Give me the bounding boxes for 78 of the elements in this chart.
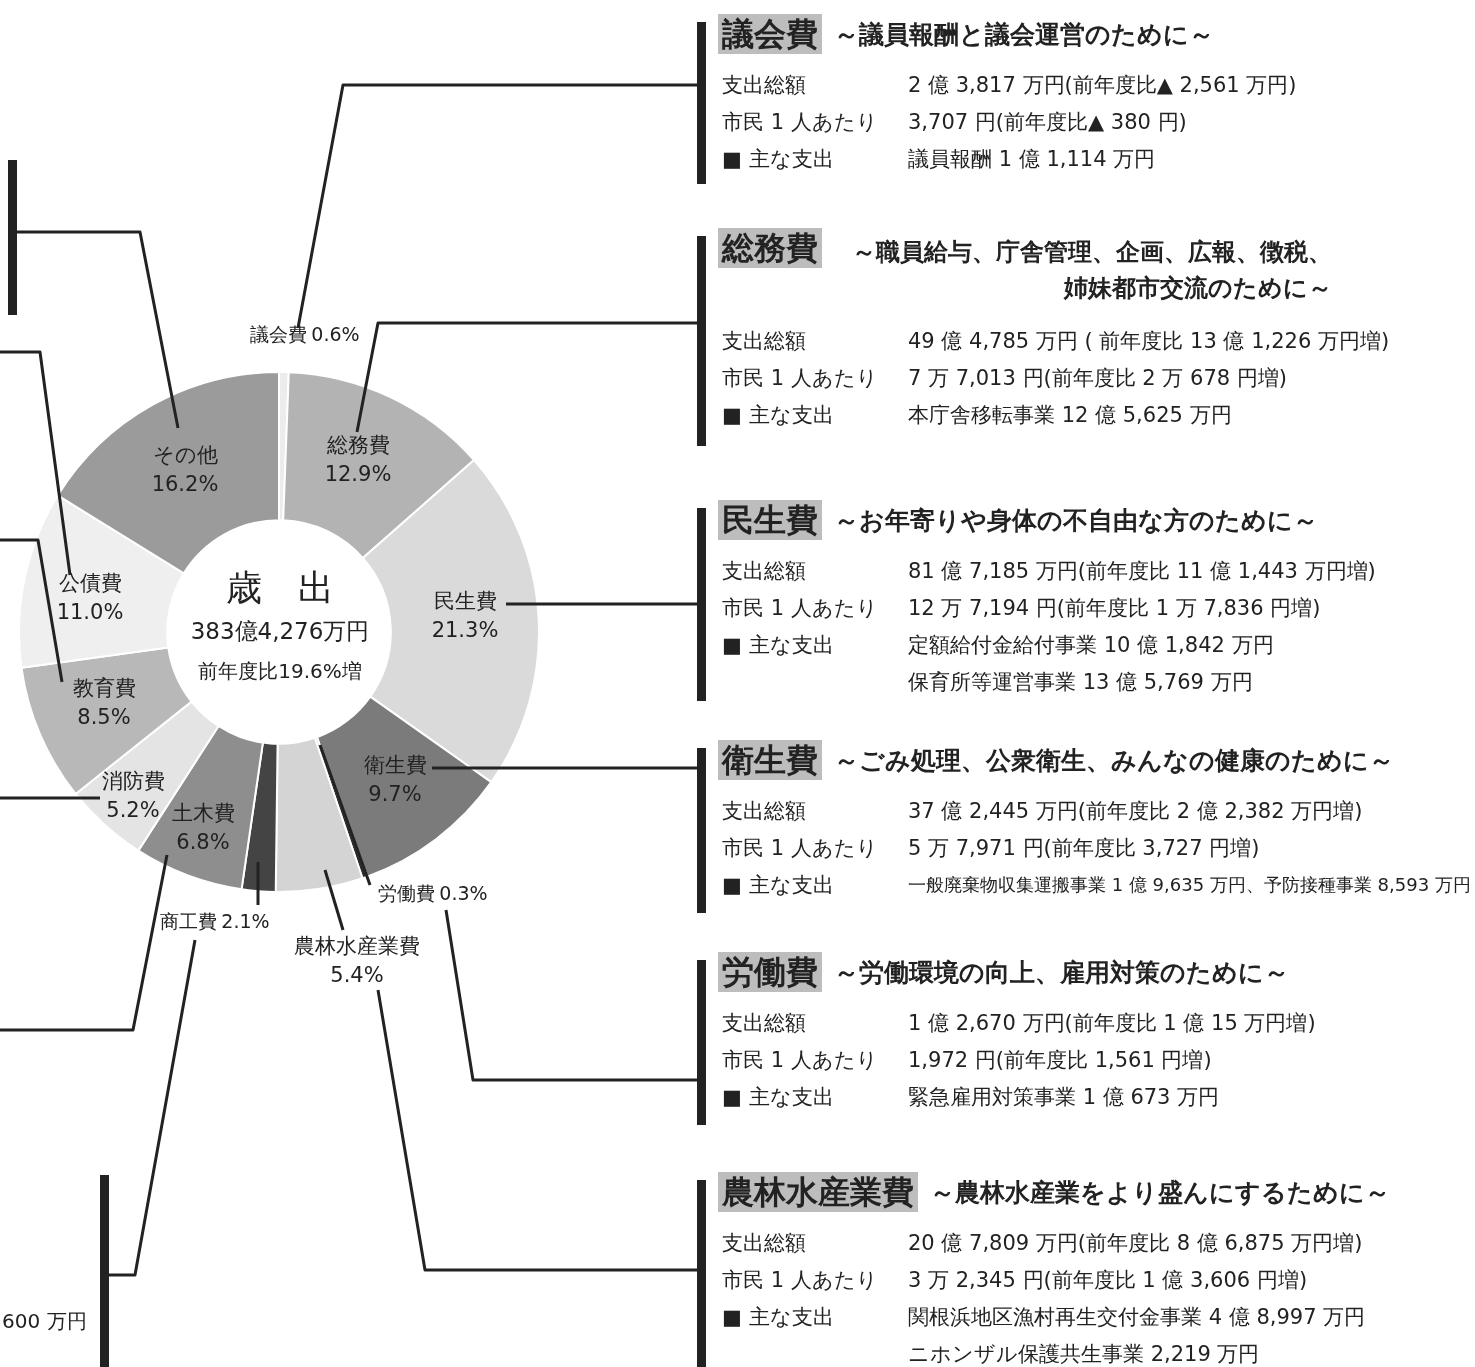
slice-label: 総務費: [325, 433, 390, 458]
text: ～ごみ処理、公衆衛生、みんなの健康のために～: [834, 746, 1394, 776]
slice-label: 教育費: [72, 676, 136, 701]
data-label: 8.5%: [77, 705, 131, 730]
text: ■ 主な支出: [722, 146, 834, 172]
text: 1 億 2,670 万円(前年度比 1 億 15 万円増): [908, 1010, 1316, 1036]
text: 20 億 7,809 万円(前年度比 8 億 6,875 万円増): [908, 1230, 1363, 1256]
data-label: 9.7%: [368, 782, 422, 807]
data-label: 2.1%: [221, 909, 270, 932]
text: 市民 1 人あたり: [722, 1267, 878, 1293]
slice-label: 土木費: [171, 801, 235, 826]
text: 保育所等運営事業 13 億 5,769 万円: [908, 669, 1253, 695]
text: 民生費: [718, 500, 822, 540]
slice-label: 議会費: [250, 322, 308, 345]
text: 7 万 7,013 円(前年度比 2 万 678 円増): [908, 365, 1288, 391]
data-label: 5.2%: [106, 798, 160, 823]
text: 支出総額: [722, 558, 806, 584]
data-label: 16.2%: [151, 472, 219, 497]
text: 2 億 3,817 万円(前年度比▲ 2,561 万円): [908, 72, 1297, 98]
text: 議会費: [718, 14, 822, 54]
text: 49 億 4,785 万円 ( 前年度比 13 億 1,226 万円増): [908, 328, 1390, 354]
text: 一般廃棄物収集運搬事業 1 億 9,635 万円、予防接種事業 8,593 万円: [908, 873, 1471, 897]
text: 600 万円: [2, 1308, 87, 1334]
data-label: 0.6%: [311, 322, 360, 345]
text: 支出総額: [722, 328, 806, 354]
data-label: 0.3%: [439, 881, 488, 904]
text: 5 万 7,971 円(前年度比 3,727 円増): [908, 835, 1260, 861]
text: ■ 主な支出: [722, 1084, 834, 1110]
text: 市民 1 人あたり: [722, 595, 878, 621]
text: ～職員給与、庁舎管理、企画、広報、徴税、姉妹都市交流のために～: [851, 237, 1332, 304]
text: ～労働環境の向上、雇用対策のために～: [834, 958, 1289, 988]
text: 労働費: [718, 952, 822, 992]
text: 市民 1 人あたり: [722, 109, 878, 135]
text: ■ 主な支出: [722, 1304, 834, 1330]
text: ～お年寄りや身体の不自由な方のために～: [834, 506, 1318, 536]
slice-label: その他: [152, 443, 218, 468]
text: 農林水産業費: [718, 1172, 918, 1212]
text: 81 億 7,185 万円(前年度比 11 億 1,443 万円増): [908, 558, 1376, 584]
text: 3 万 2,345 円(前年度比 1 億 3,606 円増): [908, 1267, 1308, 1293]
text: ■ 主な支出: [722, 872, 834, 898]
text: 支出総額: [722, 72, 806, 98]
slice-label: 農林水産業費: [294, 934, 420, 959]
text: ～農林水産業をより盛んにするために～: [930, 1178, 1390, 1208]
data-label: 12.9%: [324, 462, 392, 487]
data-label: 11.0%: [56, 600, 124, 625]
text: 支出総額: [722, 1230, 806, 1256]
slice-label: 公債費: [58, 571, 122, 596]
text: 定額給付金給付事業 10 億 1,842 万円: [908, 632, 1274, 658]
data-label: 6.8%: [176, 830, 230, 855]
text: ■ 主な支出: [722, 632, 834, 658]
text: 383億4,276万円: [190, 618, 370, 644]
data-label: 5.4%: [330, 963, 384, 988]
slice-label: 衛生費: [363, 753, 427, 778]
text: 前年度比19.6%増: [198, 658, 362, 684]
slice-label: 消防費: [101, 769, 165, 794]
text: 歳 出: [226, 567, 334, 608]
text: 本庁舎移転事業 12 億 5,625 万円: [908, 402, 1232, 428]
text: 支出総額: [722, 1010, 806, 1036]
text: 支出総額: [722, 798, 806, 824]
text: 1,972 円(前年度比 1,561 円増): [908, 1047, 1212, 1073]
text: 12 万 7,194 円(前年度比 1 万 7,836 円増): [908, 595, 1321, 621]
text: 市民 1 人あたり: [722, 1047, 878, 1073]
slice-label: 商工費: [160, 909, 218, 932]
text: ■ 主な支出: [722, 402, 834, 428]
data-label: 21.3%: [431, 618, 499, 643]
slice-label: 民生費: [433, 589, 497, 614]
slice-label: 労働費: [378, 881, 436, 904]
text: 総務費: [718, 228, 822, 268]
text: 関根浜地区漁村再生交付金事業 4 億 8,997 万円: [908, 1304, 1366, 1330]
text: 3,707 円(前年度比▲ 380 円): [908, 109, 1187, 135]
text: 市民 1 人あたり: [722, 835, 878, 861]
text: ～議員報酬と議会運営のために～: [834, 20, 1214, 50]
text: 緊急雇用対策事業 1 億 673 万円: [908, 1084, 1220, 1110]
text: 衛生費: [718, 740, 822, 780]
text: 37 億 2,445 万円(前年度比 2 億 2,382 万円増): [908, 798, 1363, 824]
text: 議員報酬 1 億 1,114 万円: [908, 146, 1156, 172]
text: ニホンザル保護共生事業 2,219 万円: [908, 1341, 1260, 1367]
text: 市民 1 人あたり: [722, 365, 878, 391]
